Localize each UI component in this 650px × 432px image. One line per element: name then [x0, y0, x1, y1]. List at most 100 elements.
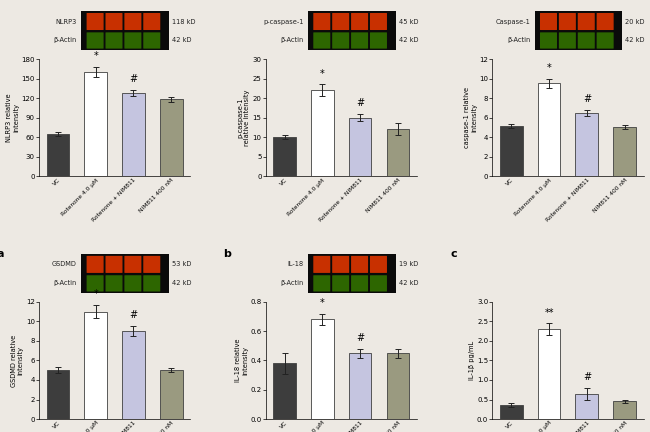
- FancyBboxPatch shape: [313, 13, 330, 30]
- Text: Caspase-1: Caspase-1: [495, 19, 530, 25]
- Bar: [500, 127, 523, 176]
- FancyBboxPatch shape: [86, 13, 103, 30]
- FancyBboxPatch shape: [313, 256, 330, 273]
- FancyBboxPatch shape: [370, 256, 387, 273]
- Text: 42 kD: 42 kD: [172, 38, 192, 44]
- FancyBboxPatch shape: [105, 13, 122, 30]
- Bar: [81, 11, 169, 51]
- Text: #: #: [129, 311, 138, 321]
- FancyBboxPatch shape: [124, 256, 142, 273]
- FancyBboxPatch shape: [351, 256, 368, 273]
- Text: b: b: [224, 249, 231, 259]
- FancyBboxPatch shape: [313, 32, 330, 49]
- Text: p-caspase-1: p-caspase-1: [263, 19, 304, 25]
- Bar: [349, 353, 372, 419]
- Y-axis label: caspase-1 relative
intensity: caspase-1 relative intensity: [464, 87, 477, 148]
- FancyBboxPatch shape: [332, 13, 349, 30]
- FancyBboxPatch shape: [351, 275, 368, 292]
- Text: 20 kD: 20 kD: [625, 19, 645, 25]
- Text: *: *: [94, 289, 98, 299]
- FancyBboxPatch shape: [540, 13, 557, 30]
- Bar: [575, 394, 598, 419]
- Text: 45 kD: 45 kD: [398, 19, 418, 25]
- Text: *: *: [547, 63, 551, 73]
- Text: #: #: [583, 94, 591, 104]
- Text: 19 kD: 19 kD: [398, 261, 418, 267]
- FancyBboxPatch shape: [105, 256, 122, 273]
- Text: 53 kD: 53 kD: [172, 261, 191, 267]
- FancyBboxPatch shape: [559, 32, 576, 49]
- FancyBboxPatch shape: [578, 13, 595, 30]
- FancyBboxPatch shape: [351, 13, 368, 30]
- FancyBboxPatch shape: [370, 32, 387, 49]
- FancyBboxPatch shape: [370, 13, 387, 30]
- FancyBboxPatch shape: [124, 275, 142, 292]
- Bar: [47, 370, 69, 419]
- Bar: [122, 331, 145, 419]
- Text: **: **: [544, 308, 554, 318]
- FancyBboxPatch shape: [143, 13, 161, 30]
- FancyBboxPatch shape: [124, 13, 142, 30]
- Text: #: #: [356, 98, 364, 108]
- Bar: [81, 254, 169, 293]
- Bar: [84, 311, 107, 419]
- Y-axis label: IL-18 relative
intensity: IL-18 relative intensity: [235, 339, 248, 382]
- Bar: [349, 118, 372, 176]
- Text: 118 kD: 118 kD: [172, 19, 196, 25]
- Text: #: #: [129, 74, 138, 84]
- Text: 42 kD: 42 kD: [398, 38, 418, 44]
- FancyBboxPatch shape: [559, 13, 576, 30]
- Bar: [535, 11, 622, 51]
- Text: IL-18: IL-18: [287, 261, 304, 267]
- FancyBboxPatch shape: [105, 275, 122, 292]
- Text: #: #: [583, 372, 591, 382]
- Y-axis label: p-caspase-1
relative intensity: p-caspase-1 relative intensity: [237, 89, 250, 146]
- Text: β-Actin: β-Actin: [280, 38, 304, 44]
- FancyBboxPatch shape: [143, 256, 161, 273]
- Bar: [273, 363, 296, 419]
- Y-axis label: NLRP3 relative
intensity: NLRP3 relative intensity: [6, 93, 20, 142]
- Bar: [614, 127, 636, 176]
- Text: NLRP3: NLRP3: [55, 19, 77, 25]
- Bar: [308, 11, 396, 51]
- Text: β-Actin: β-Actin: [53, 38, 77, 44]
- FancyBboxPatch shape: [143, 275, 161, 292]
- Text: β-Actin: β-Actin: [53, 280, 77, 286]
- Text: a: a: [0, 249, 4, 259]
- Text: c: c: [450, 249, 457, 259]
- Bar: [614, 401, 636, 419]
- FancyBboxPatch shape: [332, 256, 349, 273]
- Text: *: *: [320, 69, 325, 79]
- Text: 42 kD: 42 kD: [398, 280, 418, 286]
- Y-axis label: IL-1β pg/mL: IL-1β pg/mL: [469, 341, 475, 380]
- Bar: [160, 370, 183, 419]
- Bar: [387, 353, 410, 419]
- FancyBboxPatch shape: [578, 32, 595, 49]
- Text: 42 kD: 42 kD: [172, 280, 192, 286]
- Bar: [311, 320, 333, 419]
- Bar: [387, 129, 410, 176]
- Text: GSDMD: GSDMD: [52, 261, 77, 267]
- Bar: [308, 254, 396, 293]
- Bar: [47, 134, 69, 176]
- Text: *: *: [320, 298, 325, 308]
- FancyBboxPatch shape: [540, 32, 557, 49]
- FancyBboxPatch shape: [86, 275, 103, 292]
- FancyBboxPatch shape: [351, 32, 368, 49]
- Text: #: #: [356, 333, 364, 343]
- FancyBboxPatch shape: [86, 32, 103, 49]
- FancyBboxPatch shape: [124, 32, 142, 49]
- FancyBboxPatch shape: [313, 275, 330, 292]
- Bar: [160, 99, 183, 176]
- FancyBboxPatch shape: [105, 32, 122, 49]
- Text: β-Actin: β-Actin: [280, 280, 304, 286]
- FancyBboxPatch shape: [86, 256, 103, 273]
- FancyBboxPatch shape: [332, 275, 349, 292]
- Bar: [311, 90, 333, 176]
- Bar: [500, 405, 523, 419]
- Bar: [273, 137, 296, 176]
- FancyBboxPatch shape: [143, 32, 161, 49]
- FancyBboxPatch shape: [597, 32, 614, 49]
- Text: β-Actin: β-Actin: [507, 38, 530, 44]
- Text: *: *: [94, 51, 98, 61]
